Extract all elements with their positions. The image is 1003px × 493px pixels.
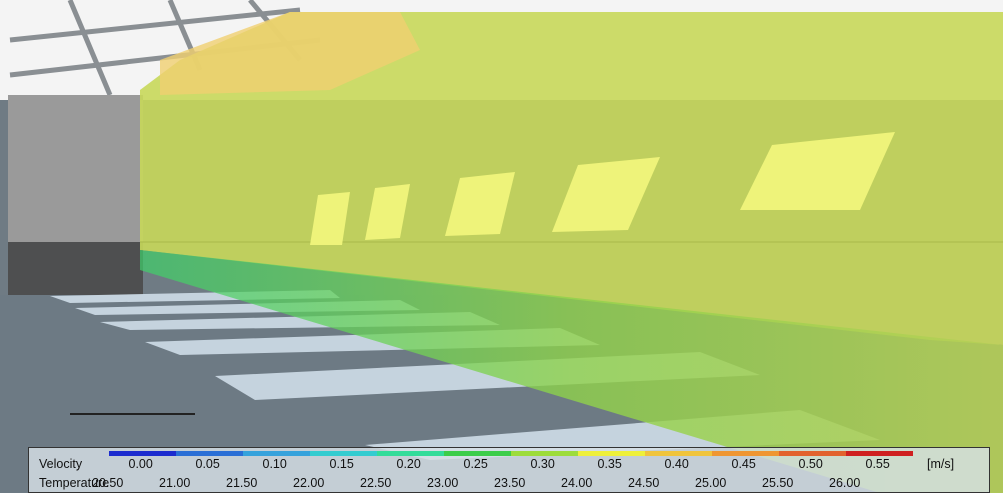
temperature-value: 25.00 <box>695 476 727 490</box>
velocity-value: 0.10 <box>262 457 287 471</box>
temperature-value: 22.00 <box>293 476 325 490</box>
temperature-value: 21.50 <box>226 476 258 490</box>
color-segment <box>444 451 511 456</box>
temperature-value: 23.00 <box>427 476 459 490</box>
left-wall <box>8 95 143 245</box>
color-segment <box>310 451 377 456</box>
temperature-value: 21.00 <box>159 476 191 490</box>
velocity-value: 0.35 <box>597 457 622 471</box>
color-segment <box>712 451 779 456</box>
velocity-plane <box>140 12 1003 345</box>
color-segment <box>645 451 712 456</box>
velocity-value: 0.00 <box>128 457 153 471</box>
color-segment <box>511 451 578 456</box>
velocity-value: 0.50 <box>798 457 823 471</box>
temperature-value: 24.50 <box>628 476 660 490</box>
color-segment <box>578 451 645 456</box>
color-segment <box>243 451 310 456</box>
velocity-label: Velocity <box>39 457 83 471</box>
color-segment <box>109 451 176 456</box>
velocity-value: 0.40 <box>664 457 689 471</box>
floor-plane <box>140 250 1003 493</box>
temperature-value: 25.50 <box>762 476 794 490</box>
warm-zone <box>160 12 420 95</box>
color-segment <box>377 451 444 456</box>
velocity-unit: [m/s] <box>927 457 955 471</box>
temperature-value: 22.50 <box>360 476 392 490</box>
color-segment <box>779 451 846 456</box>
velocity-value: 0.25 <box>463 457 488 471</box>
velocity-value: 0.20 <box>396 457 421 471</box>
color-segment <box>176 451 243 456</box>
velocity-value: 0.30 <box>530 457 555 471</box>
temperature-value: 26.00 <box>829 476 861 490</box>
color-segment <box>846 451 913 456</box>
velocity-value: 0.05 <box>195 457 220 471</box>
windows <box>310 132 895 245</box>
velocity-value: 0.15 <box>329 457 354 471</box>
temperature-value: 23.50 <box>494 476 526 490</box>
velocity-value: 0.45 <box>731 457 756 471</box>
velocity-value: 0.55 <box>865 457 890 471</box>
temperature-label: Temperature <box>39 476 110 490</box>
temperature-value: 20.50 <box>92 476 124 490</box>
legend: Velocity Temperature 0.00 0.05 0.10 0.15 0.20 0… <box>28 447 990 493</box>
temperature-value: 24.00 <box>561 476 593 490</box>
left-band <box>8 242 143 297</box>
